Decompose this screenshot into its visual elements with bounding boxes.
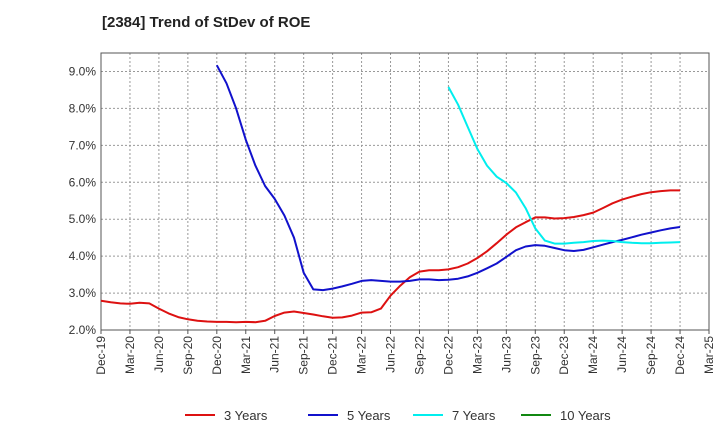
legend-label-10-years: 10 Years [560,408,611,423]
series-layer [100,64,681,324]
x-tick-label: Jun-21 [268,336,282,373]
x-tick-label: Sep-22 [412,336,426,375]
y-tick-label: 4.0% [69,249,97,263]
x-tick-label: Dec-23 [557,336,571,375]
y-tick-label: 7.0% [69,138,97,152]
x-tick-label: Dec-21 [326,336,340,375]
x-tick-label: Mar-23 [470,336,484,374]
x-tick-label: Mar-20 [123,336,137,374]
x-tick-label: Dec-22 [441,336,455,375]
x-tick-label: Jun-20 [152,336,166,373]
legend-label-7-years: 7 Years [452,408,496,423]
chart-title: [2384] Trend of StDev of ROE [102,14,311,31]
y-tick-label: 8.0% [69,101,97,115]
x-tick-label: Sep-21 [297,336,311,375]
series-line-7-years [447,86,681,245]
x-tick-label: Mar-22 [355,336,369,374]
y-tick-label: 6.0% [69,175,97,189]
y-tick-label: 3.0% [69,286,97,300]
plot-frame [100,52,710,331]
x-tick-label: Jun-24 [615,336,629,373]
x-tick-label: Sep-24 [644,336,658,375]
x-tick-label: Sep-23 [528,336,542,375]
x-tick-label: Dec-20 [210,336,224,375]
x-tick-label: Mar-21 [239,336,253,374]
x-tick-label: Mar-24 [586,336,600,374]
x-tick-label: Mar-25 [702,336,716,374]
y-tick-label: 9.0% [69,64,97,78]
x-tick-label: Jun-23 [499,336,513,373]
series-line-3-years [100,189,680,324]
legend: 3 Years 5 Years 7 Years 10 Years [185,408,611,423]
legend-label-3-years: 3 Years [224,408,268,423]
axis-layer: 2.0% 3.0% 4.0% 5.0% 6.0% 7.0% 8.0% 9.0% Dec-19 Ma… [69,52,716,375]
x-tick-label: Dec-19 [94,336,108,375]
y-tick-label: 2.0% [69,323,97,337]
x-tick-label: Jun-22 [384,336,398,373]
x-tick-label: Sep-20 [181,336,195,375]
grid-layer [101,53,709,330]
x-tick-label: Dec-24 [673,336,687,375]
series-line-5-years [215,64,681,292]
legend-label-5-years: 5 Years [347,408,391,423]
y-tick-label: 5.0% [69,212,97,226]
